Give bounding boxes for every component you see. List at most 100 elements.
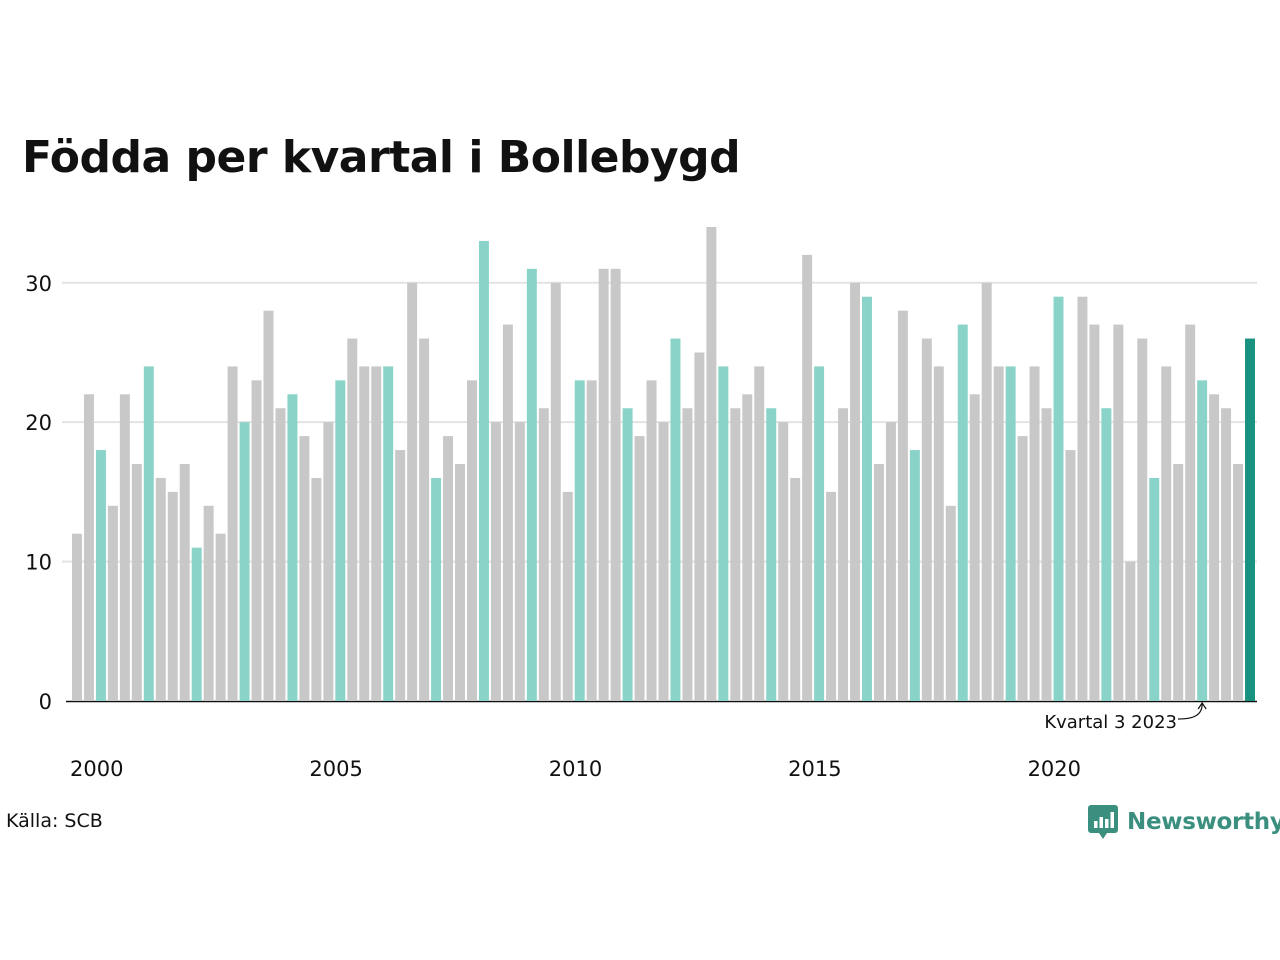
bar	[1221, 408, 1232, 701]
bar	[598, 268, 609, 701]
bar	[263, 310, 274, 701]
bar	[814, 366, 825, 701]
bar	[790, 477, 801, 701]
bar	[778, 422, 789, 701]
brand-logo: Newsworthy	[1088, 803, 1280, 841]
bar	[1089, 324, 1100, 701]
annotation-arrow	[1177, 703, 1203, 720]
x-tick-label: 2000	[70, 757, 123, 781]
bar	[455, 464, 465, 701]
bar	[945, 505, 956, 701]
bar	[215, 533, 226, 701]
bar	[921, 338, 932, 701]
bar	[383, 366, 394, 701]
brand-name: Newsworthy	[1127, 809, 1280, 835]
bar	[526, 268, 537, 701]
annotation: Kvartal 3 2023	[1044, 701, 1207, 733]
bar	[490, 422, 501, 701]
bar	[467, 380, 477, 701]
bar	[1041, 408, 1052, 701]
chart-title: Födda per kvartal i Bollebygd	[22, 132, 741, 183]
bar	[742, 394, 753, 701]
bar	[131, 464, 142, 701]
bar	[862, 296, 872, 701]
bar	[1065, 450, 1076, 701]
bar	[299, 436, 310, 701]
y-tick-label: 0	[39, 690, 52, 714]
x-tick-label: 2020	[1028, 757, 1081, 781]
bar	[909, 450, 920, 701]
bar	[826, 491, 837, 701]
bar	[1245, 338, 1255, 701]
bar	[682, 408, 693, 701]
bar	[359, 366, 370, 701]
bar	[766, 408, 777, 701]
bar	[1077, 296, 1088, 701]
bar	[1137, 338, 1148, 701]
bar	[95, 450, 106, 701]
bar	[622, 408, 633, 701]
bar	[885, 422, 896, 701]
bar	[275, 408, 286, 701]
bar	[634, 436, 645, 701]
bar	[287, 394, 298, 701]
bar-chart: 0 10 20 30 2000 2005 2010 2015 2020 Kvartal 3 2…	[25, 227, 1257, 781]
bar	[897, 310, 908, 701]
bar	[203, 505, 214, 701]
bar	[873, 464, 884, 701]
bar-chart-speech-bubble-icon	[1088, 805, 1118, 839]
annotation-arrowhead	[1197, 701, 1207, 710]
bar	[311, 477, 322, 701]
bar	[730, 408, 741, 701]
x-tick-label: 2015	[788, 757, 841, 781]
bar	[1209, 394, 1220, 701]
bar	[802, 254, 813, 701]
bar	[838, 408, 849, 701]
y-tick-label: 10	[25, 551, 52, 575]
bar	[586, 380, 597, 701]
x-tick-label: 2005	[309, 757, 362, 781]
bar	[431, 477, 442, 701]
bar	[670, 338, 681, 701]
bar	[239, 422, 250, 701]
bar	[718, 366, 729, 701]
bar	[646, 380, 657, 701]
bar	[72, 533, 82, 701]
bar	[933, 366, 944, 701]
bar	[155, 477, 166, 701]
bar	[371, 366, 382, 701]
bar	[514, 422, 525, 701]
bar	[694, 352, 705, 701]
bar	[119, 394, 130, 701]
y-tick-label: 20	[25, 411, 52, 435]
bar	[1161, 366, 1172, 701]
bar	[993, 366, 1004, 701]
annotation-label: Kvartal 3 2023	[1044, 712, 1177, 733]
bar	[574, 380, 585, 701]
bar	[107, 505, 118, 701]
source-note: Källa: SCB	[6, 810, 103, 832]
bar	[1173, 464, 1184, 701]
bar	[658, 422, 669, 701]
bar	[981, 282, 992, 701]
bar	[335, 380, 346, 701]
bar	[251, 380, 262, 701]
bar	[395, 450, 406, 701]
bar	[1149, 477, 1160, 701]
bar	[1017, 436, 1028, 701]
bar	[562, 491, 573, 701]
bar	[143, 366, 154, 701]
bar	[706, 227, 717, 701]
bar	[754, 366, 765, 701]
bar	[347, 338, 358, 701]
bar	[1029, 366, 1040, 701]
bar	[610, 268, 621, 701]
bar	[191, 547, 202, 701]
bar	[1233, 464, 1244, 701]
x-tick-label: 2010	[549, 757, 602, 781]
bar	[502, 324, 513, 701]
bar	[227, 366, 238, 701]
bar	[850, 282, 860, 701]
y-axis-ticks: 0 10 20 30	[25, 272, 52, 714]
bar	[957, 324, 968, 701]
